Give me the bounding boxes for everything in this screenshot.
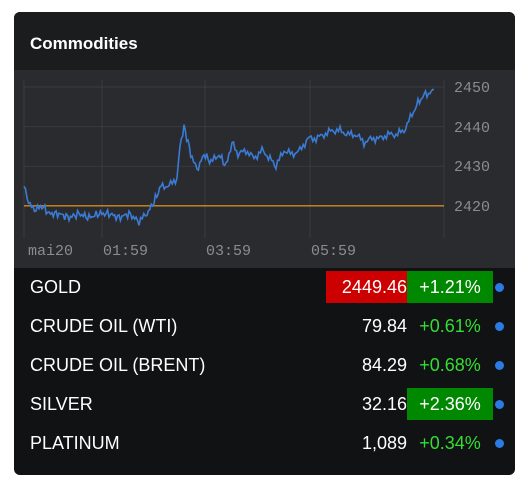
commodity-row-crude-oil-wti[interactable]: CRUDE OIL (WTI) 79.84 +0.61% [14,307,515,346]
commodity-change: +2.36% [407,388,493,420]
status-dot-icon [495,283,504,292]
chart-svg: 2450 2440 2430 2420 mai20 01:59 03:59 05… [23,80,490,260]
y-tick-label: 2450 [454,80,490,97]
status-dot-icon [495,361,504,370]
commodity-change: +0.34% [419,433,481,453]
widget-header: Commodities [14,12,515,70]
commodity-row-gold[interactable]: GOLD 2449.46 +1.21% [14,268,515,307]
commodity-change: +1.21% [407,271,493,303]
y-tick-label: 2430 [454,159,490,176]
commodity-price: 1,089 [361,433,407,453]
commodity-name: GOLD [30,277,82,297]
status-dot-icon [495,439,504,448]
commodity-price: 84.29 [361,355,407,375]
commodity-list: GOLD 2449.46 +1.21% CRUDE OIL (WTI) 79.8… [14,268,515,463]
commodities-widget: Commodities 2450 2440 2430 2420 mai20 01… [14,12,515,475]
status-dot-icon [495,400,504,409]
commodity-name: SILVER [30,394,93,414]
chart-grid [23,80,445,238]
commodity-name: CRUDE OIL (BRENT) [30,355,206,375]
commodity-price: 2449.46 [326,271,415,303]
status-dot-icon [495,322,504,331]
widget-title: Commodities [30,34,138,53]
commodity-name: CRUDE OIL (WTI) [30,316,178,336]
commodity-row-crude-oil-brent[interactable]: CRUDE OIL (BRENT) 84.29 +0.68% [14,346,515,385]
commodity-price: 32.16 [361,394,407,414]
commodity-row-silver[interactable]: SILVER 32.16 +2.36% [14,385,515,424]
price-chart[interactable]: 2450 2440 2430 2420 mai20 01:59 03:59 05… [14,70,515,268]
x-tick-label: mai20 [28,243,73,260]
y-tick-label: 2440 [454,120,490,137]
commodity-row-platinum[interactable]: PLATINUM 1,089 +0.34% [14,424,515,463]
commodity-price: 79.84 [361,316,407,336]
y-tick-label: 2420 [454,199,490,216]
x-tick-label: 05:59 [311,243,356,260]
price-line [23,88,435,226]
x-tick-label: 01:59 [103,243,148,260]
commodity-name: PLATINUM [30,433,120,453]
commodity-change: +0.68% [419,355,481,375]
commodity-change: +0.61% [419,316,481,336]
x-tick-label: 03:59 [206,243,251,260]
